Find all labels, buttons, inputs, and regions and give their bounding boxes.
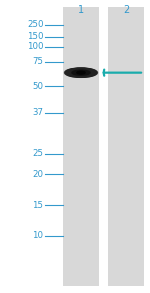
Bar (63, 7, 99, 286)
Text: 2: 2 (123, 5, 129, 15)
Text: 150: 150 (27, 32, 44, 41)
Ellipse shape (67, 68, 95, 77)
Ellipse shape (64, 68, 98, 77)
Ellipse shape (66, 68, 96, 77)
Text: 50: 50 (33, 82, 43, 91)
Ellipse shape (66, 68, 96, 77)
Text: 1: 1 (78, 5, 84, 15)
Ellipse shape (68, 69, 94, 77)
Bar (108, 7, 144, 286)
Text: 10: 10 (33, 231, 43, 240)
Ellipse shape (72, 70, 90, 75)
Ellipse shape (66, 68, 96, 77)
Text: 25: 25 (33, 149, 43, 158)
Text: 15: 15 (33, 201, 43, 209)
Text: 20: 20 (33, 170, 43, 179)
Ellipse shape (65, 68, 97, 77)
Ellipse shape (65, 68, 97, 77)
Text: 37: 37 (33, 108, 43, 117)
Ellipse shape (66, 68, 96, 77)
Ellipse shape (68, 69, 94, 77)
Ellipse shape (68, 69, 94, 76)
Ellipse shape (77, 71, 85, 74)
Text: 75: 75 (33, 57, 43, 66)
Text: 250: 250 (27, 21, 44, 29)
Ellipse shape (68, 69, 94, 77)
Text: 100: 100 (27, 42, 44, 51)
Ellipse shape (67, 69, 95, 77)
